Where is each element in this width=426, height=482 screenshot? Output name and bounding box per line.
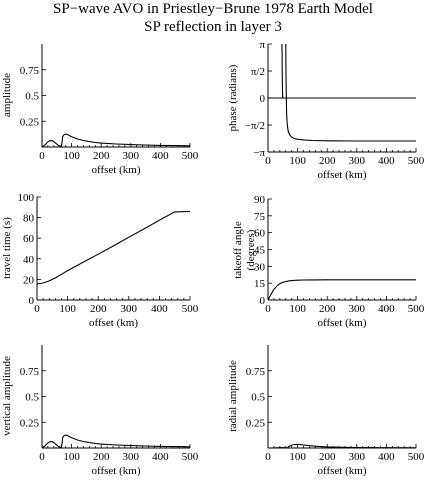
y-axis-label-line-2: (degrees) bbox=[245, 229, 257, 270]
x-tick-label: 0 bbox=[265, 303, 271, 315]
chart-phase: 0 100 200 300 400 500 −π −π/2 0 π/2 π offset (km) ph… bbox=[227, 39, 425, 181]
series-line-1 bbox=[41, 133, 191, 148]
x-axis-label: offset (km) bbox=[318, 169, 367, 181]
x-axis-label: offset (km) bbox=[92, 465, 141, 477]
y-tick-label: 0 bbox=[260, 93, 266, 105]
x-tick-label: 300 bbox=[121, 303, 138, 315]
y-tick-label: 0 bbox=[29, 295, 35, 307]
y-tick-label: 0.5 bbox=[251, 392, 265, 404]
series-line-1 bbox=[267, 279, 416, 301]
y-tick-label: 90 bbox=[254, 194, 266, 206]
x-tick-label: 300 bbox=[123, 451, 140, 463]
y-tick-label: 0.25 bbox=[20, 417, 40, 429]
x-tick-label: 100 bbox=[59, 303, 76, 315]
y-tick-label: −π bbox=[253, 147, 265, 159]
x-tick-label: 400 bbox=[152, 451, 169, 463]
y-tick-label: 45 bbox=[254, 245, 266, 257]
y-tick-label: 0.25 bbox=[246, 417, 266, 429]
y-tick-label: 40 bbox=[23, 254, 35, 266]
series-line-2 bbox=[285, 43, 416, 142]
x-axis-label: offset (km) bbox=[89, 317, 138, 329]
x-tick-label: 300 bbox=[349, 303, 366, 315]
x-tick-label: 500 bbox=[408, 303, 425, 315]
y-tick-label: 0.75 bbox=[20, 65, 40, 77]
y-axis-label: radial amplitude bbox=[227, 360, 239, 432]
x-tick-label: 100 bbox=[289, 451, 306, 463]
x-tick-label: 100 bbox=[289, 155, 306, 167]
x-axis-label: offset (km) bbox=[318, 465, 367, 477]
y-axis-label: phase (radians) bbox=[227, 64, 239, 131]
x-tick-label: 200 bbox=[319, 303, 336, 315]
x-tick-label: 0 bbox=[39, 451, 45, 463]
y-axis-label: vertical amplitude bbox=[1, 356, 13, 436]
x-tick-label: 0 bbox=[39, 150, 45, 162]
x-tick-label: 400 bbox=[378, 155, 395, 167]
y-tick-label: π/2 bbox=[251, 66, 265, 78]
x-tick-label: 300 bbox=[349, 155, 366, 167]
x-tick-label: 200 bbox=[93, 451, 110, 463]
y-tick-label: 20 bbox=[23, 274, 35, 286]
x-tick-label: 400 bbox=[378, 451, 395, 463]
chart-travel-time: 0 100 200 300 400 500 0 20 40 60 80 100 offset (km) t… bbox=[1, 192, 199, 329]
x-axis-label: offset (km) bbox=[92, 164, 141, 176]
x-tick-label: 500 bbox=[182, 451, 199, 463]
x-tick-label: 500 bbox=[182, 150, 199, 162]
y-tick-label: π bbox=[259, 39, 265, 51]
chart-vertical-amplitude: 0 100 200 300 400 500 0.25 0.5 0.75 offset (km) ve… bbox=[1, 345, 199, 477]
x-tick-label: 200 bbox=[93, 150, 110, 162]
y-tick-label: 15 bbox=[254, 278, 266, 290]
y-tick-label: 0.5 bbox=[25, 91, 39, 103]
y-tick-label: 0.5 bbox=[25, 392, 39, 404]
y-axis-label: travel time (s) bbox=[1, 217, 13, 279]
y-tick-label: 60 bbox=[23, 233, 35, 245]
y-tick-label: 0.75 bbox=[246, 366, 266, 378]
y-tick-label: 0.75 bbox=[20, 366, 40, 378]
x-tick-label: 500 bbox=[408, 155, 425, 167]
series-line-1 bbox=[267, 443, 417, 449]
y-tick-label: −π/2 bbox=[245, 120, 265, 132]
x-tick-label: 100 bbox=[63, 451, 80, 463]
x-tick-label: 0 bbox=[34, 303, 40, 315]
chart-amplitude: 0 100 200 300 400 500 0.25 0.5 0.75 offset (km) am… bbox=[1, 44, 199, 176]
y-tick-label: 0 bbox=[260, 295, 266, 307]
chart-takeoff-angle: 0 100 200 300 400 500 0 15 30 45 60 75 90 offset (km)… bbox=[232, 194, 425, 329]
series-line-1 bbox=[36, 210, 191, 285]
chart-radial-amplitude: 0 100 200 300 400 500 0.25 0.5 0.75 offset (km) ra… bbox=[227, 345, 425, 477]
x-tick-label: 100 bbox=[63, 150, 80, 162]
x-tick-label: 300 bbox=[123, 150, 140, 162]
y-axis-label-line-1: takeoff angle bbox=[232, 221, 244, 279]
x-tick-label: 0 bbox=[265, 155, 271, 167]
x-tick-label: 300 bbox=[349, 451, 366, 463]
y-tick-label: 30 bbox=[254, 261, 266, 273]
x-tick-label: 200 bbox=[319, 155, 336, 167]
x-tick-label: 200 bbox=[90, 303, 107, 315]
y-axis-label: amplitude bbox=[1, 73, 13, 117]
y-tick-label: 75 bbox=[254, 211, 266, 223]
y-tick-label: 60 bbox=[254, 228, 266, 240]
y-tick-label: 80 bbox=[23, 213, 35, 225]
y-axis-label: takeoff angle(degrees) bbox=[232, 221, 257, 279]
x-tick-label: 200 bbox=[319, 451, 336, 463]
x-tick-label: 400 bbox=[378, 303, 395, 315]
figure-subtitle: SP reflection in layer 3 bbox=[144, 19, 282, 35]
series-line-1 bbox=[41, 434, 191, 449]
x-tick-label: 400 bbox=[152, 150, 169, 162]
figure-title: SP−wave AVO in Priestley−Brune 1978 Eart… bbox=[53, 1, 373, 17]
y-tick-label: 0.25 bbox=[20, 116, 40, 128]
y-tick-label: 100 bbox=[18, 192, 35, 204]
x-tick-label: 0 bbox=[265, 451, 271, 463]
x-tick-label: 500 bbox=[182, 303, 199, 315]
x-tick-label: 100 bbox=[289, 303, 306, 315]
series-line-1 bbox=[281, 43, 284, 99]
x-tick-label: 500 bbox=[408, 451, 425, 463]
x-axis-label: offset (km) bbox=[318, 317, 367, 329]
x-tick-label: 400 bbox=[151, 303, 168, 315]
